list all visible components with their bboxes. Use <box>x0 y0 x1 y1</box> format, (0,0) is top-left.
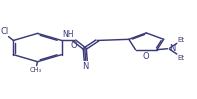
Text: Et: Et <box>178 55 185 61</box>
Text: N: N <box>83 62 89 71</box>
Text: NH: NH <box>63 30 74 39</box>
Text: O: O <box>143 52 150 61</box>
Text: CH₃: CH₃ <box>30 67 42 73</box>
Text: Et: Et <box>178 37 185 43</box>
Text: N: N <box>169 44 176 53</box>
Text: Cl: Cl <box>1 27 9 36</box>
Text: O: O <box>70 41 77 50</box>
